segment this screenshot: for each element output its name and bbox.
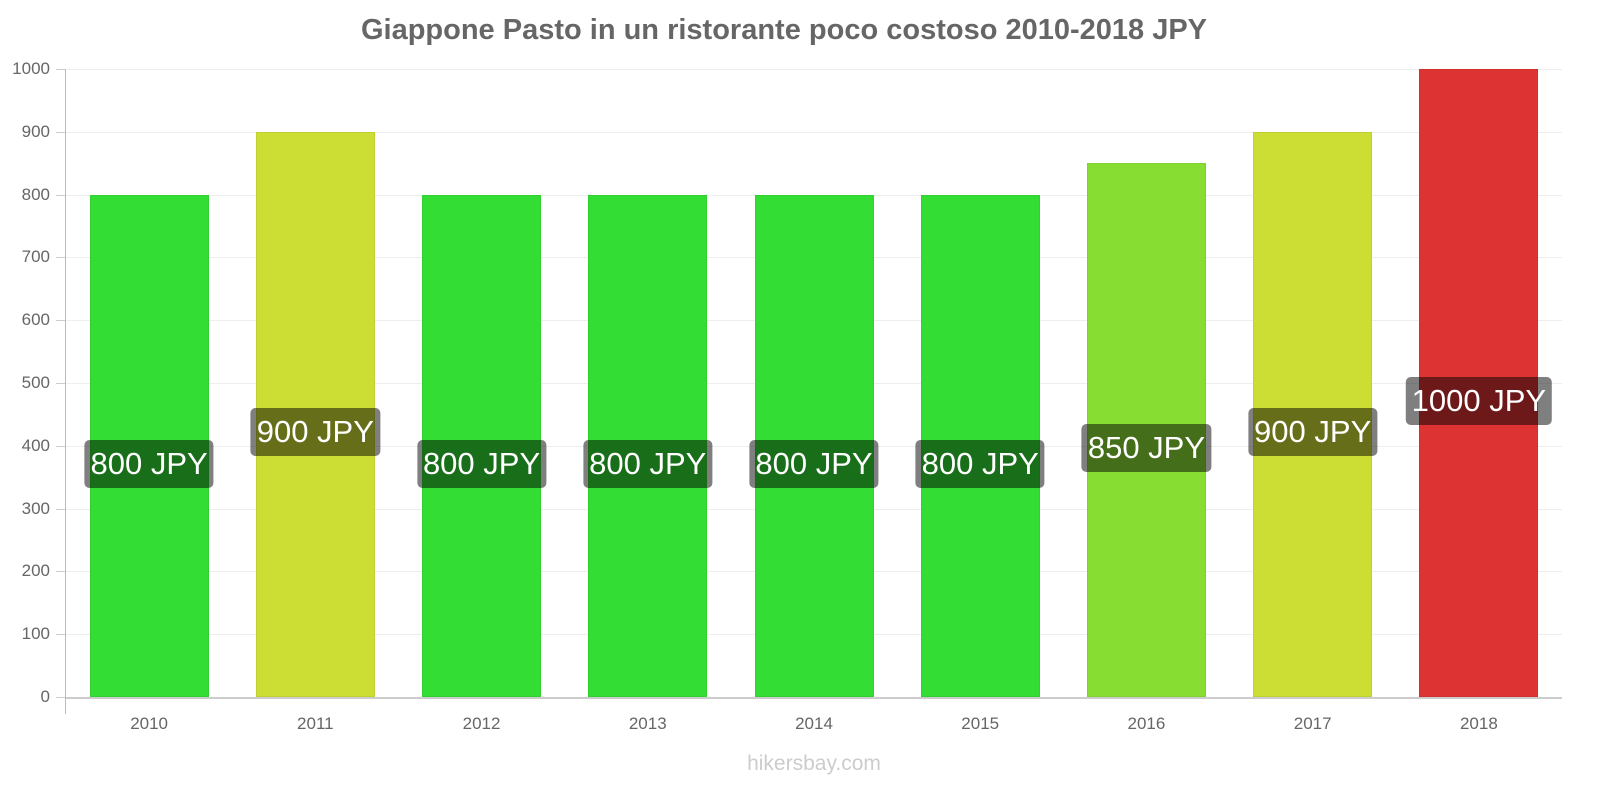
- data-label: 800 JPY: [915, 439, 1045, 488]
- data-label: 800 JPY: [84, 439, 214, 488]
- y-tick-mark: [56, 445, 66, 447]
- x-tick-label: 2014: [795, 714, 833, 733]
- data-label: 900 JPY: [1248, 408, 1378, 457]
- x-tick-label: 2012: [462, 714, 501, 733]
- y-tick-mark: [56, 257, 66, 259]
- x-tick-label: 2018: [1459, 714, 1498, 733]
- x-tick-label: 2016: [1127, 714, 1166, 733]
- y-tick-label: 100: [21, 624, 50, 644]
- y-tick-mark: [56, 697, 66, 698]
- data-label: 800 JPY: [583, 439, 713, 488]
- x-tick-label: 2010: [130, 714, 169, 733]
- y-tick-label: 500: [21, 373, 50, 392]
- data-label: 1000 JPY: [1405, 377, 1553, 425]
- y-tick-label: 800: [21, 184, 50, 204]
- data-label: 800 JPY: [749, 439, 879, 488]
- gridline: [66, 69, 1562, 70]
- y-tick-label: 0: [40, 687, 50, 706]
- y-tick-label: 900: [21, 121, 50, 141]
- y-tick-label: 300: [21, 498, 50, 518]
- y-tick-mark: [56, 508, 66, 510]
- y-tick-mark: [56, 131, 66, 133]
- source-credit: hikersbay.com: [747, 752, 881, 775]
- y-tick-mark: [56, 69, 66, 70]
- y-tick-label: 200: [21, 561, 50, 581]
- gridline: [66, 131, 1562, 133]
- y-tick-label: 1000: [12, 59, 50, 78]
- x-axis-line: [66, 697, 1562, 699]
- y-tick-label: 700: [21, 247, 50, 267]
- x-tick-label: 2015: [961, 714, 1000, 733]
- data-label: 850 JPY: [1081, 424, 1212, 473]
- y-tick-mark: [56, 634, 66, 636]
- y-tick-label: 400: [21, 435, 50, 455]
- y-tick-mark: [56, 320, 66, 322]
- y-axis-line: [65, 69, 66, 714]
- data-label: 800 JPY: [416, 439, 547, 488]
- y-tick-mark: [56, 194, 66, 196]
- y-tick-label: 600: [21, 310, 50, 330]
- y-tick-mark: [56, 571, 66, 573]
- data-label: 900 JPY: [250, 408, 380, 457]
- chart-title: Giappone Pasto in un ristorante poco cos…: [360, 14, 1208, 46]
- y-tick-mark: [56, 383, 66, 384]
- x-tick-label: 2017: [1293, 714, 1332, 733]
- x-tick-label: 2013: [628, 714, 667, 733]
- x-tick-label: 2011: [297, 714, 334, 733]
